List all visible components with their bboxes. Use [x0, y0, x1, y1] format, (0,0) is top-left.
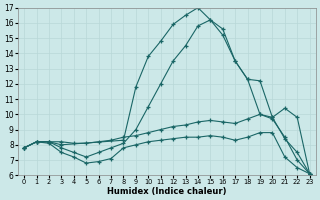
- X-axis label: Humidex (Indice chaleur): Humidex (Indice chaleur): [107, 187, 227, 196]
